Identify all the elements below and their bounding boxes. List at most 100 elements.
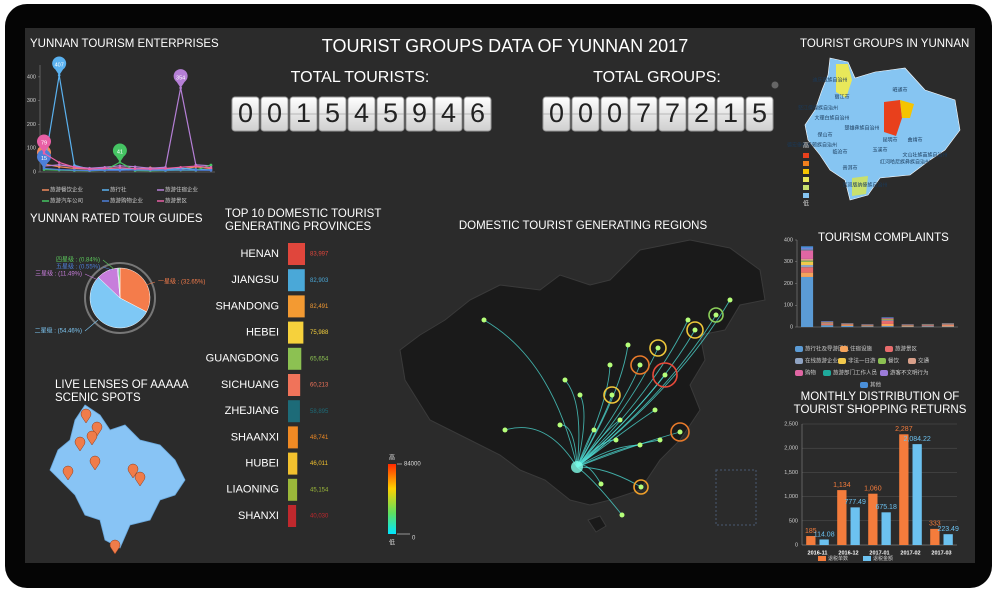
bar xyxy=(288,295,305,318)
leader-line xyxy=(84,319,99,332)
bar xyxy=(288,374,301,396)
peak-pin xyxy=(112,143,127,163)
status-dot xyxy=(771,81,779,89)
region-mid xyxy=(836,64,852,98)
y-tick-label: 0 xyxy=(795,542,798,548)
bar-segment xyxy=(881,323,894,327)
bar-value-label: 46,011 xyxy=(310,461,329,467)
bar-value-label: 333 xyxy=(929,521,941,528)
camera-pin xyxy=(134,471,146,487)
legend-label: 住宿设施 xyxy=(850,344,873,352)
bar xyxy=(288,400,300,423)
flow-line xyxy=(576,431,681,468)
camera-pin xyxy=(86,430,98,446)
region-ring xyxy=(603,386,621,404)
bar-segment xyxy=(881,320,894,324)
legend-label: 餐饮 xyxy=(888,356,900,364)
bar xyxy=(806,536,816,545)
legend-swatch xyxy=(840,346,848,352)
source-glow xyxy=(571,461,583,473)
line-point xyxy=(194,164,198,168)
line-point xyxy=(209,169,213,172)
peak-pin xyxy=(173,69,188,88)
camera-pin xyxy=(89,455,101,471)
bar xyxy=(837,490,847,545)
flow-line xyxy=(576,347,659,468)
pie-label: 一星级 : (32.65%) xyxy=(158,278,205,286)
visual-map-swatch xyxy=(803,161,809,166)
counter-label: TOTAL TOURISTS: xyxy=(290,69,430,86)
bar-segment xyxy=(801,249,814,251)
visual-map-bar xyxy=(388,464,396,534)
counter-digit: 5 xyxy=(752,98,767,128)
line-series xyxy=(43,87,212,169)
flow-dot xyxy=(637,362,643,368)
y-tick-label: 500 xyxy=(789,518,798,524)
y-tick-label: HENAN xyxy=(240,248,279,260)
legend-swatch xyxy=(823,370,831,376)
region-label: 红河哈尼族彝族自治州 xyxy=(880,158,930,165)
legend-label: 交通 xyxy=(918,356,930,364)
region-label: 西双版纳傣族自治州 xyxy=(842,181,887,188)
region-label: 迪庆藏族自治州 xyxy=(812,76,847,83)
y-tick-label: SHANXI xyxy=(238,510,279,522)
bar xyxy=(288,269,305,292)
camera-pin xyxy=(109,539,121,555)
region-label: 昆明市 xyxy=(882,136,897,143)
bar-segment xyxy=(841,325,854,327)
bar-segment xyxy=(821,325,834,327)
counter-digit: 0 xyxy=(238,98,253,128)
legend-label: 旅游购物企业 xyxy=(110,196,144,204)
legend-swatch xyxy=(880,370,888,376)
bar-segment xyxy=(801,250,814,259)
region-label: 丽江市 xyxy=(834,93,849,100)
legend-swatch xyxy=(863,556,871,561)
legend-label: 其他 xyxy=(870,380,882,388)
line-point xyxy=(57,168,61,171)
y-tick-label: HUBEI xyxy=(245,458,279,470)
bar-segment xyxy=(801,246,814,249)
y-tick-label: 200 xyxy=(784,281,793,287)
flow-dot xyxy=(577,392,583,398)
peak-pin xyxy=(52,56,67,76)
bar-segment xyxy=(941,325,954,327)
region-label: 德宏傣族景颇族自治州 xyxy=(787,141,837,148)
legend-label: 非法一日游 xyxy=(848,356,876,364)
y-tick-label: 100 xyxy=(27,146,36,152)
region-label: 昭通市 xyxy=(892,86,907,93)
bar-segment xyxy=(941,324,954,326)
bar-segment xyxy=(861,326,874,327)
counter-digit: 7 xyxy=(665,98,680,128)
flow-dot xyxy=(677,429,683,435)
bar xyxy=(899,434,909,545)
leader-line xyxy=(102,259,115,270)
flow-line xyxy=(483,319,578,468)
bar-segment xyxy=(801,267,814,273)
peak-pin xyxy=(37,149,51,169)
leader-line xyxy=(145,281,156,286)
line-series xyxy=(43,167,212,172)
region-ring xyxy=(708,307,724,323)
flow-line xyxy=(576,394,613,468)
visual-map-value: 84000 xyxy=(404,462,421,468)
visual-map-swatch xyxy=(803,177,809,182)
legend-label: 退税金额 xyxy=(873,555,893,562)
panel-title: LIVE LENSES OF AAAAA SCENIC SPOTS xyxy=(55,379,188,404)
y-tick-label: JIANGSU xyxy=(231,274,279,286)
pie-label: 五星级 : (0.55%) xyxy=(56,263,100,271)
legend-swatch xyxy=(838,358,846,364)
region-label: 保山市 xyxy=(817,131,832,138)
peak-label: 15 xyxy=(41,156,47,162)
bar-segment xyxy=(801,272,814,277)
line-point xyxy=(57,165,61,169)
line-point xyxy=(103,167,107,170)
bar-segment xyxy=(801,260,814,262)
peak-label: 354 xyxy=(176,75,185,81)
counter-digit: 0 xyxy=(578,98,593,128)
peak-label: 407 xyxy=(55,63,64,69)
bar xyxy=(819,539,829,545)
bar xyxy=(912,444,922,545)
counter-digit: 0 xyxy=(267,98,282,128)
bar-segment xyxy=(801,276,814,327)
